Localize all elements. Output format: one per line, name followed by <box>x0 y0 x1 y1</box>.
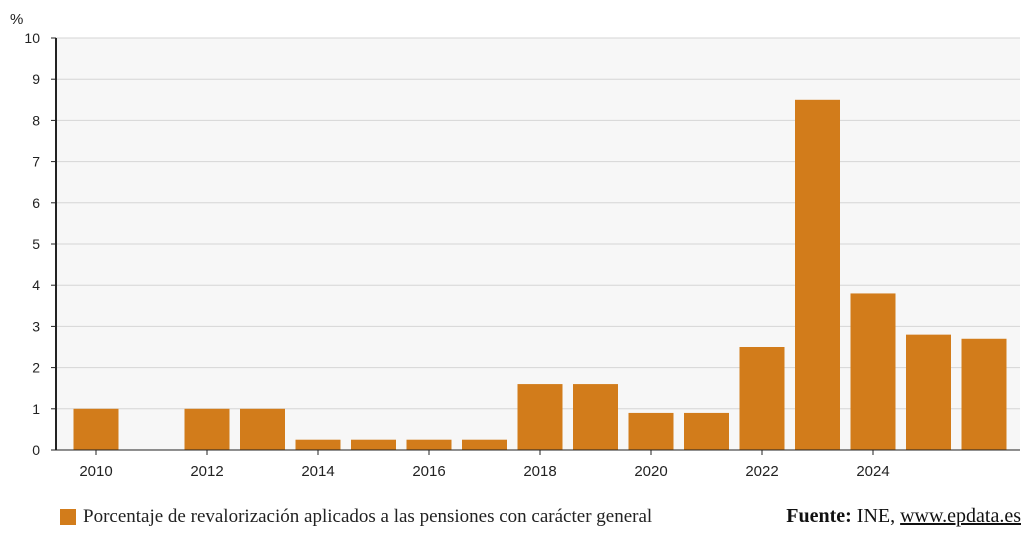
y-tick-label: 2 <box>32 360 40 376</box>
x-tick-label: 2020 <box>634 463 667 480</box>
x-tick-label: 2014 <box>301 463 334 480</box>
legend-label: Porcentaje de revalorización aplicados a… <box>83 506 653 527</box>
bar-2012 <box>184 408 230 450</box>
y-tick-label: 5 <box>32 236 40 252</box>
x-tick-label: 2010 <box>79 463 112 480</box>
y-tick-label: 4 <box>32 277 40 293</box>
bar-2013 <box>240 408 285 450</box>
bar-2014 <box>295 439 341 450</box>
y-tick-label: 7 <box>32 154 40 170</box>
y-tick-label: 6 <box>32 195 40 211</box>
y-axis: 0 1 2 3 4 5 6 7 8 9 10 <box>24 30 57 458</box>
x-tick-label: 2016 <box>412 463 445 480</box>
bar-chart: 0 1 2 3 4 5 6 7 8 9 10 2010 2012 2014 2016 2018 2020 202… <box>10 11 1020 480</box>
x-axis: 2010 2012 2014 2016 2018 2020 2022 2024 <box>56 449 1020 480</box>
y-tick-label: 3 <box>32 318 40 334</box>
bar-2025 <box>906 334 951 450</box>
y-tick-label: 1 <box>32 401 40 417</box>
y-tick-label: 9 <box>32 71 40 87</box>
bar-2010 <box>73 408 119 450</box>
x-tick-label: 2022 <box>745 463 778 480</box>
bar-2022 <box>739 347 785 450</box>
source-label: Fuente: <box>786 505 852 527</box>
source-note: Fuente: INE, www.epdata.es <box>786 505 1021 528</box>
legend: Porcentaje de revalorización aplicados a… <box>60 506 652 528</box>
bar-2016 <box>406 439 452 450</box>
bars <box>73 99 1007 451</box>
gridlines <box>56 37 1020 410</box>
y-tick-label: 10 <box>24 30 40 46</box>
bar-2026 <box>961 338 1007 450</box>
x-tick-label: 2012 <box>190 463 223 480</box>
bar-2018 <box>517 384 563 450</box>
y-tick-label: 8 <box>32 112 40 128</box>
legend-swatch <box>60 509 76 525</box>
bar-2020 <box>628 412 674 450</box>
bar-2024 <box>850 293 896 450</box>
source-link[interactable]: www.epdata.es <box>900 505 1021 527</box>
x-tick-label: 2024 <box>856 463 889 480</box>
bar-2023 <box>795 99 840 451</box>
bar-2021 <box>684 412 729 450</box>
y-tick-label: 0 <box>32 442 40 458</box>
source-text: INE, <box>856 505 896 527</box>
bar-2017 <box>462 439 507 450</box>
y-unit-label: % <box>10 11 23 28</box>
x-tick-label: 2018 <box>523 463 556 480</box>
bar-2019 <box>573 384 618 450</box>
bar-2015 <box>351 439 396 450</box>
